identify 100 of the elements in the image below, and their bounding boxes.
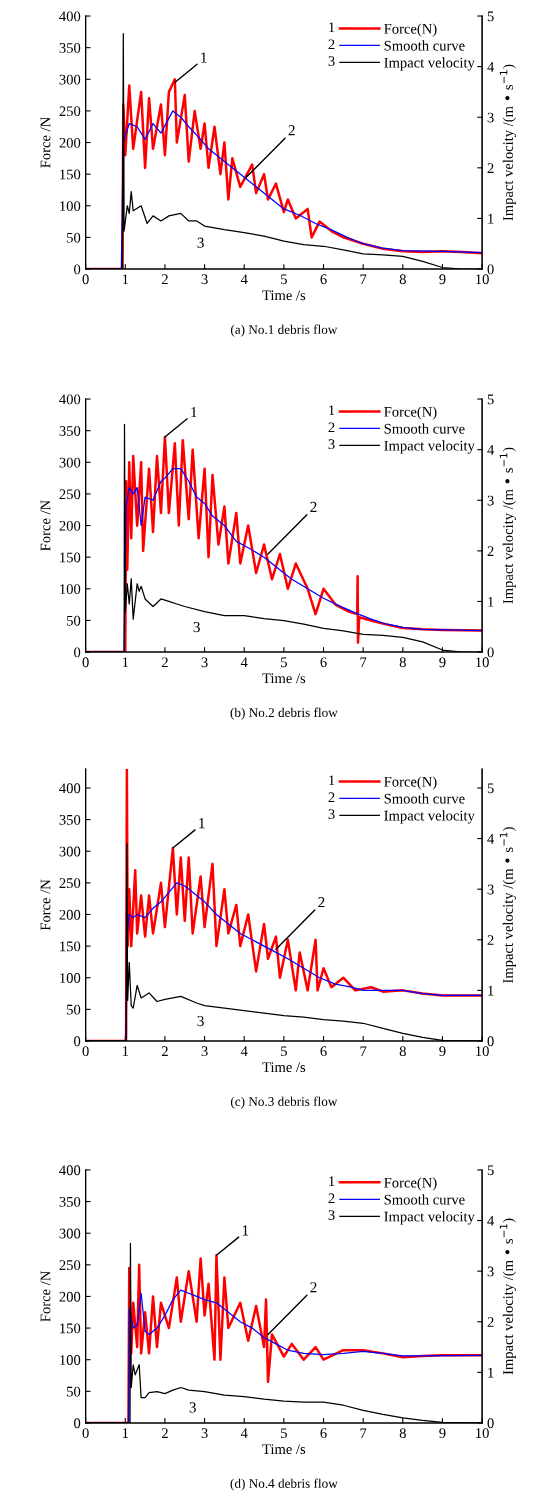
annotation: 3 — [193, 621, 200, 633]
annotation: 3 — [197, 237, 204, 248]
y-tick-label: 200 — [59, 909, 81, 920]
legend-label: Impact velocity — [384, 810, 475, 824]
y-tick-label: 350 — [59, 814, 81, 825]
y-tick-label: 400 — [59, 11, 81, 22]
y2-tick-label: 1 — [488, 596, 494, 607]
x-axis-title: Time /s — [262, 673, 306, 684]
y-tick-label: 250 — [59, 489, 81, 500]
x-axis-title: Time /s — [262, 1062, 306, 1073]
y2-tick-label: 0 — [487, 647, 494, 658]
x-tick-label: 2 — [161, 1428, 168, 1438]
text: (a) No.1 debris flow — [230, 324, 338, 337]
y2-tick-label: 2 — [487, 546, 494, 556]
y-tick-label: 0 — [74, 1418, 81, 1429]
y-tick-label: 200 — [59, 1291, 81, 1302]
text: 3 — [328, 56, 335, 67]
y-tick-label: 100 — [60, 1355, 81, 1365]
x-tick-label: 8 — [399, 1046, 406, 1057]
y-tick-label: 0 — [74, 264, 81, 275]
x-tick-label: 6 — [320, 1428, 327, 1439]
y-tick-label: 300 — [59, 846, 81, 857]
y-tick-label: 0 — [74, 1036, 81, 1047]
x-axis-title: Time /s — [262, 290, 306, 301]
x-axis-title: Time /s — [262, 1444, 306, 1455]
y2-tick-label: 0 — [487, 1418, 494, 1429]
text: 1 — [329, 405, 335, 416]
legend-label: Force(N) — [384, 1177, 437, 1191]
y-tick-label: 400 — [59, 1165, 81, 1176]
y-tick-label: 300 — [59, 1228, 81, 1239]
y-tick-label: 250 — [59, 878, 81, 889]
y2-tick-label: 3 — [487, 1266, 494, 1277]
x-tick-label: 1 — [122, 1428, 129, 1438]
y2-tick-label: 1 — [488, 985, 494, 996]
x-tick-label: 9 — [439, 274, 446, 285]
y-tick-label: 300 — [59, 457, 81, 468]
y-tick-label: 200 — [59, 137, 81, 148]
x-tick-label: 2 — [161, 1046, 168, 1056]
x-tick-label: 4 — [240, 274, 248, 285]
x-tick-label: 1 — [122, 657, 129, 668]
x-tick-label: 3 — [201, 274, 208, 285]
y-tick-label: 150 — [60, 941, 81, 952]
annotation: 2 — [318, 897, 325, 908]
y-tick-label: 50 — [67, 615, 81, 626]
y2-axis-title: Impact velocity /(m • s$^{−1}$) — [499, 1218, 516, 1375]
x-tick-label: 0 — [82, 657, 89, 668]
x-tick-label: 7 — [360, 274, 367, 285]
y-tick-label: 200 — [59, 520, 81, 531]
legend-label: Force(N) — [384, 776, 437, 790]
x-tick-label: 8 — [399, 657, 406, 668]
y-tick-label: 50 — [67, 1386, 81, 1397]
x-tick-label: 1 — [122, 1046, 129, 1056]
x-tick-label: 7 — [360, 1428, 367, 1438]
x-tick-label: 0 — [82, 1046, 89, 1057]
text: 1 — [329, 22, 335, 33]
annotation: 2 — [310, 1282, 317, 1293]
y2-tick-label: 2 — [487, 935, 494, 945]
y-tick-label: 300 — [59, 74, 81, 85]
x-tick-label: 10 — [476, 1046, 489, 1057]
annotation: 2 — [288, 125, 295, 136]
text: 3 — [328, 809, 335, 820]
x-tick-label: 5 — [281, 1046, 287, 1057]
x-tick-label: 3 — [201, 657, 208, 668]
legend-label: Smooth curve — [384, 40, 465, 51]
text: (b) No.2 debris flow — [230, 707, 338, 720]
y2-tick-label: 5 — [487, 1165, 494, 1176]
legend-label: Smooth curve — [384, 1194, 465, 1205]
x-tick-label: 9 — [439, 1046, 446, 1057]
y2-tick-label: 2 — [487, 1317, 494, 1327]
text: 2 — [328, 39, 335, 50]
text: 2 — [328, 1193, 335, 1203]
text: 1 — [329, 1176, 335, 1186]
y-axis-title: Force /N — [40, 500, 51, 551]
x-tick-label: 5 — [281, 1428, 287, 1439]
x-tick-label: 3 — [201, 1046, 208, 1057]
x-tick-label: 6 — [320, 1046, 327, 1057]
legend-label: Smooth curve — [384, 793, 465, 804]
text: 3 — [328, 439, 335, 450]
y2-axis-title: Impact velocity /(m • s$^{−1}$) — [499, 447, 516, 604]
y-tick-label: 350 — [59, 1196, 81, 1207]
y-tick-label: 350 — [59, 43, 81, 53]
x-tick-label: 5 — [281, 657, 287, 668]
y-axis-title: Force /N — [40, 117, 51, 168]
y2-tick-label: 3 — [487, 112, 494, 123]
x-tick-label: 6 — [320, 274, 327, 285]
x-tick-label: 3 — [201, 1428, 208, 1439]
y2-tick-label: 3 — [487, 884, 494, 895]
y-tick-label: 50 — [67, 1004, 81, 1015]
y2-tick-label: 4 — [487, 834, 495, 844]
x-tick-label: 8 — [399, 1428, 406, 1439]
legend-label: Impact velocity — [384, 57, 475, 71]
x-tick-label: 7 — [360, 657, 367, 668]
text: 1 — [329, 775, 335, 785]
x-tick-label: 4 — [240, 1428, 248, 1438]
x-tick-label: 5 — [281, 274, 287, 285]
legend-label: Impact velocity — [384, 1211, 475, 1225]
x-tick-label: 8 — [399, 274, 406, 285]
legend-label: Force(N) — [384, 406, 437, 420]
y2-axis-title: Impact velocity /(m • s$^{−1}$) — [499, 827, 516, 983]
y2-tick-label: 3 — [487, 495, 494, 506]
